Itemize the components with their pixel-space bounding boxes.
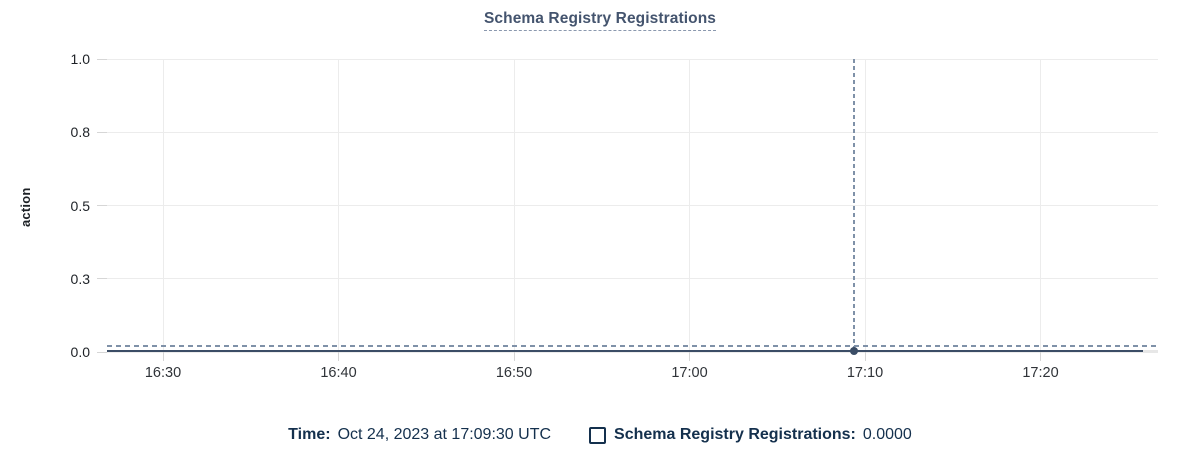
- x-gridline: [864, 59, 866, 352]
- hover-tooltip-legend: Time: Oct 24, 2023 at 17:09:30 UTC Schem…: [0, 422, 1200, 448]
- crosshair-horizontal-line: [107, 345, 1158, 347]
- hover-point-dot[interactable]: [850, 347, 858, 355]
- y-gridline: [107, 351, 1158, 353]
- tooltip-time-value: Oct 24, 2023 at 17:09:30 UTC: [337, 426, 552, 443]
- y-axis-tick: [97, 351, 107, 353]
- y-axis-tick: [97, 131, 107, 133]
- tooltip-time-label: Time:: [288, 426, 331, 443]
- axis-baseline-extension: [1143, 350, 1158, 353]
- legend-checkbox-swatch[interactable]: [589, 426, 607, 444]
- x-tick-label: 16:40: [320, 365, 357, 381]
- x-tick-label: 17:20: [1022, 365, 1059, 381]
- y-tick-label: 0.8: [70, 124, 90, 141]
- x-tick-label: 17:00: [671, 365, 708, 381]
- y-gridline: [107, 278, 1158, 280]
- y-gridline: [107, 131, 1158, 133]
- x-gridline: [1040, 59, 1041, 352]
- x-axis-tick: [1040, 352, 1041, 361]
- crosshair-vertical-line: [853, 59, 855, 352]
- x-axis-tick: [513, 352, 515, 361]
- plot-area[interactable]: 1.0 0.8 0.5 0.3 0.0 16:30 16:40 16:50 17:00 17:10…: [71, 51, 1158, 381]
- legend-spacer: [558, 435, 582, 436]
- legend-series-label[interactable]: Schema Registry Registrations:: [614, 426, 856, 443]
- y-gridline: [107, 205, 1158, 206]
- y-tick-label: 0.5: [70, 197, 90, 214]
- x-axis-tick: [162, 352, 164, 361]
- x-axis-tick: [689, 352, 690, 361]
- y-axis-tick: [97, 205, 107, 206]
- y-tick-label: 1.0: [70, 51, 90, 67]
- x-tick-label: 17:10: [846, 365, 884, 381]
- legend-series-value: 0.0000: [862, 426, 912, 443]
- x-gridline: [162, 59, 164, 352]
- y-tick-label: 0.3: [70, 270, 90, 287]
- x-tick-label: 16:30: [144, 365, 182, 381]
- y-axis-tick: [97, 58, 107, 60]
- chart-title-link[interactable]: Schema Registry Registrations: [483, 10, 717, 31]
- x-gridline: [689, 59, 690, 352]
- x-tick-label: 16:50: [495, 365, 533, 381]
- chart-header: Schema Registry Registrations: [0, 10, 1200, 31]
- x-gridline: [338, 59, 339, 352]
- x-gridline: [513, 59, 515, 352]
- x-axis-tick: [864, 352, 866, 361]
- x-axis-tick: [338, 352, 339, 361]
- y-gridline: [107, 58, 1158, 60]
- series-line: [107, 350, 1143, 352]
- y-axis-tick: [97, 278, 107, 280]
- y-tick-label: 0.0: [70, 344, 90, 360]
